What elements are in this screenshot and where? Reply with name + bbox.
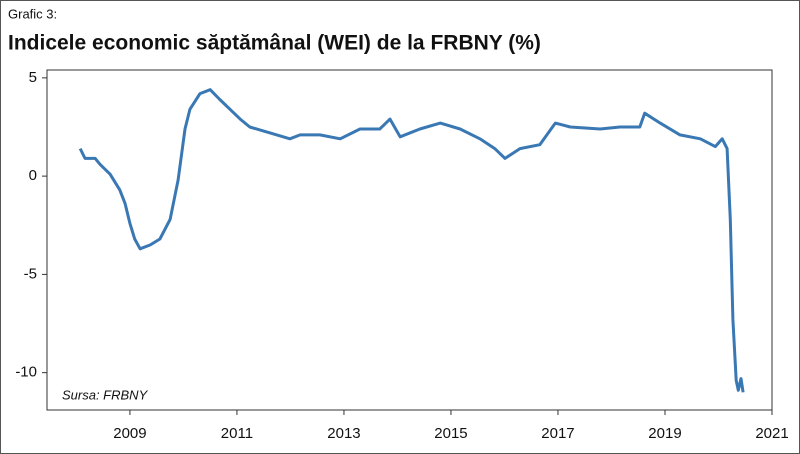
chart-label: Grafic 3: bbox=[8, 6, 57, 21]
y-tick-label: 5 bbox=[29, 69, 37, 86]
y-tick-label: 0 bbox=[29, 167, 37, 184]
x-tick-label: 2017 bbox=[541, 425, 574, 442]
y-tick-label: -5 bbox=[24, 265, 37, 282]
x-tick-label: 2015 bbox=[434, 425, 467, 442]
annotation: Sursa: FRBNY bbox=[62, 387, 149, 402]
x-tick-label: 2011 bbox=[221, 425, 253, 442]
x-tick-label: 2013 bbox=[327, 425, 360, 442]
data-line bbox=[78, 88, 745, 393]
y-tick-label: -10 bbox=[15, 364, 37, 381]
x-tick-label: 2021 bbox=[755, 425, 788, 442]
x-tick-label: 2019 bbox=[648, 425, 681, 442]
x-tick-label: 2009 bbox=[113, 425, 146, 442]
plot-frame bbox=[46, 69, 773, 411]
chart-title: Indicele economic săptămânal (WEI) de la… bbox=[8, 32, 541, 55]
